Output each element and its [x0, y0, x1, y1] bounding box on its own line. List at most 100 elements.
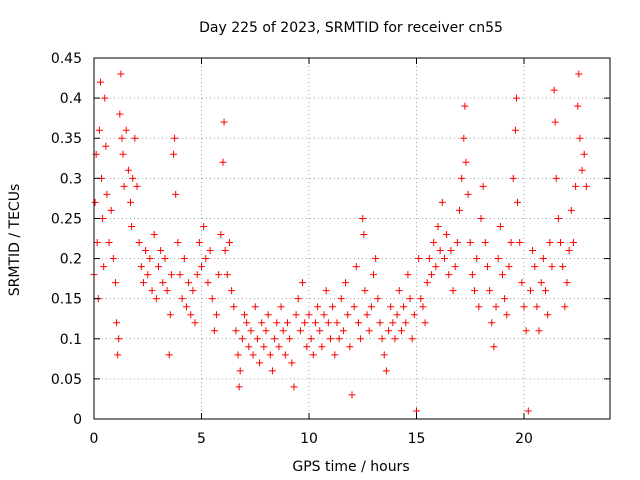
data-point — [520, 303, 528, 311]
data-point — [576, 134, 584, 142]
data-point — [144, 271, 152, 279]
data-point — [382, 367, 390, 375]
data-point — [225, 239, 233, 247]
data-point — [172, 190, 180, 198]
data-point — [537, 279, 545, 287]
data-point — [122, 126, 130, 134]
data-point — [518, 279, 526, 287]
y-tick-label: 0.2 — [60, 252, 82, 268]
data-point — [468, 271, 476, 279]
data-point — [391, 335, 399, 343]
data-point — [277, 303, 285, 311]
data-point — [449, 287, 457, 295]
y-tick-label: 0 — [73, 412, 82, 428]
data-point — [314, 303, 322, 311]
data-point — [456, 206, 463, 214]
y-axis-label: SRMTID / TECUs — [7, 184, 23, 297]
data-point — [112, 279, 119, 287]
y-tick-label: 0.35 — [51, 131, 82, 147]
data-point — [271, 335, 279, 343]
data-point — [507, 239, 515, 247]
data-point — [273, 319, 281, 327]
data-point — [357, 335, 365, 343]
data-point — [329, 303, 337, 311]
data-point — [432, 263, 440, 271]
data-point — [311, 319, 319, 327]
data-point — [348, 391, 356, 399]
data-point — [294, 295, 302, 303]
data-point — [524, 407, 532, 415]
data-point — [499, 271, 506, 279]
data-point — [180, 255, 188, 263]
data-point — [423, 279, 431, 287]
data-point — [460, 134, 468, 142]
data-point — [365, 327, 373, 335]
data-point — [135, 239, 143, 247]
y-tick-label: 0.1 — [60, 332, 82, 348]
data-point — [360, 230, 368, 238]
data-point — [103, 190, 111, 198]
data-point — [258, 319, 266, 327]
data-point — [447, 247, 455, 255]
data-point — [100, 263, 108, 271]
data-point — [228, 287, 236, 295]
data-point — [299, 279, 307, 287]
data-point — [210, 327, 218, 335]
data-point — [397, 327, 405, 335]
data-point — [303, 343, 311, 351]
data-point — [253, 335, 261, 343]
data-point — [544, 311, 552, 319]
data-point — [133, 182, 141, 190]
data-points — [90, 70, 590, 415]
data-point — [148, 287, 156, 295]
y-tick-label: 0.45 — [51, 51, 82, 67]
data-point — [260, 343, 268, 351]
gridlines — [94, 58, 610, 419]
y-tick-label: 0.3 — [60, 171, 82, 187]
data-point — [333, 319, 341, 327]
data-point — [159, 279, 167, 287]
data-point — [361, 287, 369, 295]
data-point — [120, 182, 128, 190]
data-point — [91, 198, 99, 206]
data-point — [309, 351, 317, 359]
data-point — [102, 142, 110, 150]
data-point — [561, 303, 569, 311]
data-point — [492, 303, 500, 311]
data-point — [526, 287, 534, 295]
data-point — [191, 319, 199, 327]
data-point — [352, 263, 360, 271]
data-point — [200, 222, 208, 230]
data-point — [514, 198, 522, 206]
data-point — [559, 263, 567, 271]
data-point — [170, 150, 178, 158]
data-point — [93, 239, 101, 247]
x-tick-label: 0 — [90, 431, 99, 447]
data-point — [565, 247, 573, 255]
data-point — [575, 70, 583, 78]
data-point — [316, 327, 324, 335]
data-point — [354, 319, 362, 327]
data-point — [129, 174, 137, 182]
y-tick-label: 0.25 — [51, 211, 82, 227]
data-point — [475, 303, 483, 311]
data-point — [511, 126, 519, 134]
data-point — [198, 263, 205, 271]
data-point — [479, 182, 487, 190]
data-point — [174, 239, 182, 247]
data-point — [417, 295, 425, 303]
data-point — [266, 351, 274, 359]
data-point — [213, 311, 221, 319]
data-point — [370, 271, 377, 279]
data-point — [320, 311, 328, 319]
data-point — [178, 295, 186, 303]
data-point — [461, 102, 469, 110]
data-point — [434, 222, 442, 230]
data-point — [166, 311, 174, 319]
data-point — [400, 303, 408, 311]
data-point — [378, 335, 386, 343]
data-point — [346, 343, 354, 351]
data-point — [563, 279, 571, 287]
data-point — [453, 239, 461, 247]
